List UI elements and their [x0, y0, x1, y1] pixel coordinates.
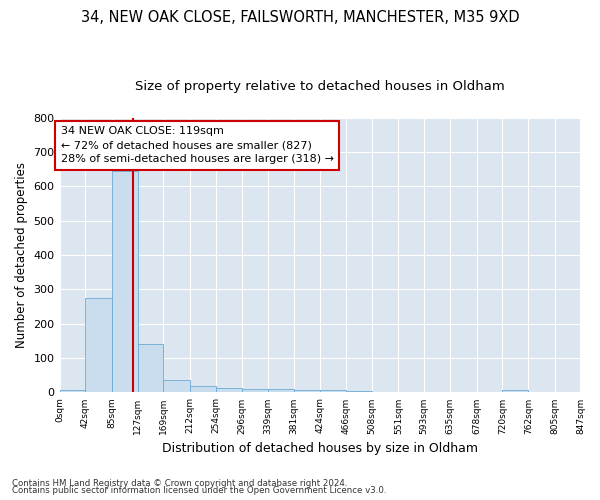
Bar	[59, 390, 85, 392]
Bar	[242, 389, 268, 392]
Bar	[137, 344, 163, 393]
Y-axis label: Number of detached properties: Number of detached properties	[15, 162, 28, 348]
Text: Contains public sector information licensed under the Open Government Licence v3: Contains public sector information licen…	[12, 486, 386, 495]
Bar	[268, 389, 294, 392]
Bar	[346, 390, 372, 392]
Bar	[294, 390, 320, 392]
Text: 34 NEW OAK CLOSE: 119sqm
← 72% of detached houses are smaller (827)
28% of semi-: 34 NEW OAK CLOSE: 119sqm ← 72% of detach…	[61, 126, 334, 164]
Bar	[163, 380, 190, 392]
Text: Contains HM Land Registry data © Crown copyright and database right 2024.: Contains HM Land Registry data © Crown c…	[12, 478, 347, 488]
Bar	[502, 390, 528, 392]
Bar	[85, 298, 112, 392]
Text: 34, NEW OAK CLOSE, FAILSWORTH, MANCHESTER, M35 9XD: 34, NEW OAK CLOSE, FAILSWORTH, MANCHESTE…	[80, 10, 520, 25]
Title: Size of property relative to detached houses in Oldham: Size of property relative to detached ho…	[135, 80, 505, 93]
Bar	[112, 171, 137, 392]
X-axis label: Distribution of detached houses by size in Oldham: Distribution of detached houses by size …	[162, 442, 478, 455]
Bar	[216, 388, 242, 392]
Bar	[320, 390, 346, 392]
Bar	[190, 386, 216, 392]
